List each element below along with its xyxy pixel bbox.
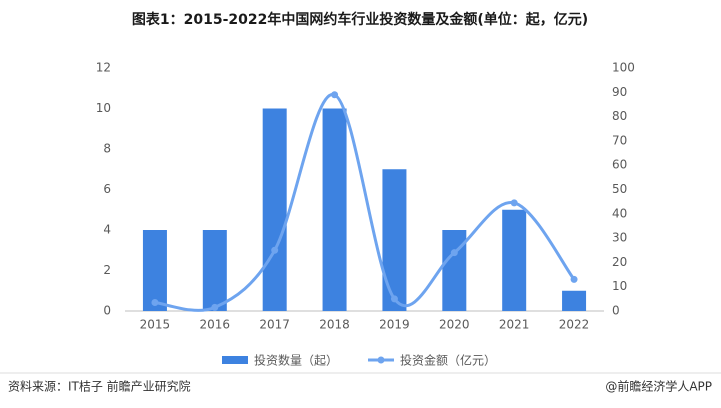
y2-tick-label: 40 (612, 206, 627, 220)
y2-tick-label: 30 (612, 231, 627, 245)
y2-tick-label: 70 (612, 133, 627, 147)
bar (262, 108, 287, 311)
y-tick-label: 4 (103, 223, 111, 237)
legend-swatch (377, 356, 385, 364)
line-point (151, 298, 159, 306)
y2-tick-label: 60 (612, 158, 627, 172)
x-tick-label: 2017 (259, 318, 290, 332)
x-tick-label: 2015 (140, 318, 171, 332)
bar (322, 108, 347, 311)
line-point (331, 91, 339, 99)
y-tick-label: 0 (103, 304, 111, 318)
chart-title: 图表1：2015-2022年中国网约车行业投资数量及金额(单位：起，亿元) (132, 11, 588, 28)
line-point (570, 275, 578, 283)
bar (202, 230, 227, 311)
bar (442, 230, 467, 311)
credit: @前瞻经济学人APP (605, 379, 712, 394)
y-tick-label: 8 (103, 142, 111, 156)
line (154, 93, 576, 312)
x-tick-label: 2022 (559, 318, 590, 332)
y2-tick-label: 100 (612, 61, 635, 75)
line-point (211, 303, 219, 311)
y2-tick-label: 10 (612, 279, 627, 293)
y2-tick-label: 0 (612, 304, 620, 318)
x-tick-label: 2018 (319, 318, 350, 332)
line-point (271, 246, 279, 254)
legend-label: 投资金额（亿元） (400, 353, 496, 368)
bar (382, 169, 407, 311)
line-point (390, 295, 398, 303)
y2-tick-label: 90 (612, 85, 627, 99)
y-tick-label: 12 (96, 61, 111, 75)
y-tick-label: 6 (103, 182, 111, 196)
bar (142, 230, 167, 311)
legend-label: 投资数量（起） (254, 353, 338, 368)
bar (562, 290, 587, 311)
x-tick-label: 2020 (439, 318, 470, 332)
legend-swatch (222, 356, 248, 364)
y2-tick-label: 80 (612, 109, 627, 123)
x-tick-label: 2021 (499, 318, 530, 332)
x-tick-label: 2019 (379, 318, 410, 332)
y-tick-label: 2 (103, 263, 111, 277)
y2-tick-label: 20 (612, 255, 627, 269)
y-tick-label: 10 (96, 101, 111, 115)
source: 资料来源：IT桔子 前瞻产业研究院 (8, 379, 191, 394)
line-point (510, 199, 518, 207)
line-point (450, 249, 458, 257)
y2-tick-label: 50 (612, 182, 627, 196)
x-tick-label: 2016 (200, 318, 231, 332)
bar (502, 209, 527, 311)
